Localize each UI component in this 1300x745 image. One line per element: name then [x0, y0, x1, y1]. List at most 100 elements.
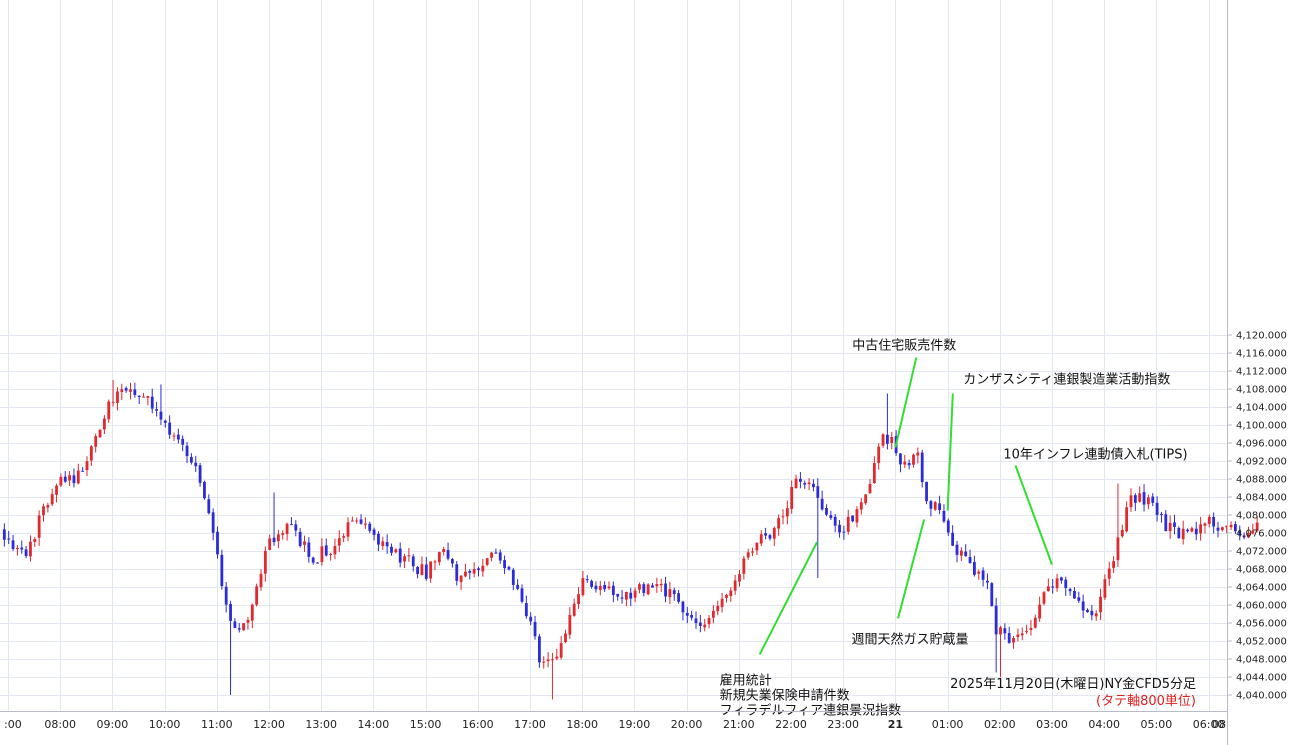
candle — [85, 456, 89, 477]
candle — [20, 540, 24, 554]
candle-body — [725, 594, 728, 598]
candle — [559, 635, 563, 660]
candle — [668, 581, 672, 605]
candle-body — [537, 636, 541, 663]
candle-body — [912, 454, 915, 465]
candle-body — [255, 586, 259, 605]
candle-body — [707, 618, 711, 625]
candle — [172, 432, 176, 441]
candle — [511, 567, 515, 591]
candle-body — [794, 478, 798, 488]
candle-body — [311, 557, 315, 563]
candle — [207, 494, 211, 515]
candle-body — [142, 396, 145, 398]
candle — [250, 603, 254, 629]
candle-body — [120, 389, 124, 393]
candle — [76, 463, 80, 485]
candle-body — [955, 544, 959, 555]
candle — [307, 537, 311, 563]
candle — [859, 498, 863, 515]
candle — [946, 518, 950, 536]
candle-body — [790, 487, 794, 509]
candle-body — [655, 584, 659, 587]
candle — [572, 598, 576, 617]
candle-body — [964, 551, 968, 557]
candle-body — [285, 523, 289, 534]
candle-body — [181, 438, 185, 445]
candle — [994, 597, 998, 673]
price-tick-label: 4,076.000 — [1236, 529, 1287, 540]
time-tick-label: :00 — [4, 718, 22, 731]
candle-body — [24, 549, 28, 556]
candle-body — [642, 584, 646, 593]
candle — [1173, 514, 1176, 535]
candle-body — [298, 531, 302, 546]
candle — [968, 549, 972, 564]
candle-body — [716, 605, 720, 612]
candle — [1168, 515, 1172, 539]
candle — [442, 546, 446, 556]
candle — [1077, 591, 1081, 603]
candle — [929, 499, 933, 517]
candles — [2, 380, 1259, 700]
candle — [959, 547, 963, 561]
candle — [664, 576, 667, 603]
candle — [733, 574, 737, 595]
candle — [194, 455, 198, 472]
candle — [1116, 483, 1120, 567]
candle — [716, 600, 720, 616]
candle — [446, 542, 450, 561]
candle — [1194, 521, 1198, 541]
time-tick-label: 12:00 — [253, 718, 285, 731]
time-tick-label: 20:00 — [671, 718, 703, 731]
candle-body — [951, 532, 955, 546]
event-annotation: カンザスシティ連銀製造業活動指数 — [946, 372, 1170, 511]
candle — [377, 531, 380, 552]
candle — [972, 555, 976, 577]
candle — [2, 523, 6, 547]
candle-body — [925, 481, 928, 502]
candle-body — [529, 616, 533, 622]
candle — [1133, 493, 1137, 511]
candle-body — [42, 506, 45, 516]
candle — [220, 549, 224, 590]
candle — [81, 466, 85, 472]
candle-body — [1033, 617, 1037, 628]
candle-body — [72, 475, 76, 484]
candle — [1029, 620, 1033, 636]
candle — [433, 559, 437, 571]
candle — [189, 453, 193, 465]
candle — [355, 517, 359, 524]
candle — [1033, 614, 1037, 629]
candle — [838, 519, 841, 538]
candle — [1068, 587, 1072, 596]
candle — [233, 618, 237, 629]
candle — [764, 527, 767, 540]
candle-body — [85, 461, 89, 471]
candle — [655, 577, 659, 593]
candle-body — [233, 621, 237, 628]
candle-body — [903, 461, 907, 465]
candle-body — [555, 656, 559, 659]
candle — [272, 492, 276, 546]
candle — [1125, 501, 1129, 533]
candle — [633, 587, 637, 602]
candle-body — [220, 554, 224, 586]
candle — [1146, 494, 1150, 510]
candle — [498, 549, 502, 564]
candle-body — [33, 539, 37, 542]
candle — [407, 548, 411, 562]
candle — [111, 380, 115, 407]
candle-body — [1229, 524, 1233, 528]
candle-body — [977, 571, 981, 574]
candle-body — [398, 548, 402, 563]
candle-body — [942, 510, 946, 522]
candle-body — [864, 494, 868, 504]
candle-body — [759, 534, 763, 544]
candle-body — [494, 552, 498, 554]
candle — [951, 525, 955, 547]
candle — [176, 428, 180, 444]
candle-body — [481, 565, 485, 572]
candle — [255, 583, 259, 607]
candle-body — [916, 452, 920, 456]
